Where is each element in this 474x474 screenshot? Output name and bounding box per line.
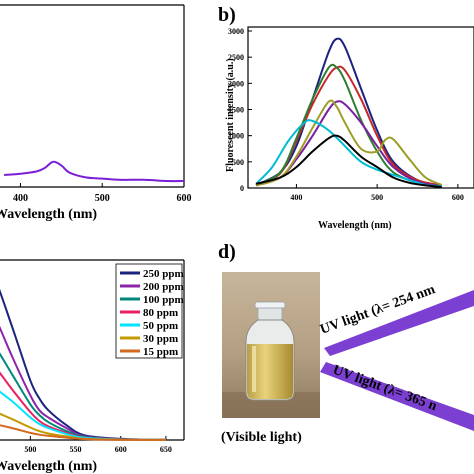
panel-c-x-tick-label: 600 — [115, 445, 127, 454]
panel-b-y-tick-label: 3000 — [228, 27, 244, 36]
panel-c-xlabel: Wavelength (nm) — [0, 459, 97, 474]
panel-b-y-tick-label: 500 — [232, 158, 244, 167]
panel-b-x-tick-label: 500 — [371, 193, 383, 202]
panel-a-series-line — [4, 160, 185, 183]
panel-c-x-tick-label: 650 — [160, 445, 172, 454]
uv-arrow-254: UV light (λ= 254 nm — [318, 282, 474, 356]
panel-b-y-tick-label: 2000 — [228, 79, 244, 88]
panel-b-ticks: 0 500 1000 1500 2000 2500 3000 400 500 600 — [228, 27, 464, 202]
panel-b-series — [255, 37, 443, 188]
panel-a-x-tick-label: 400 — [13, 193, 28, 204]
panel-b-series-line-5 — [255, 99, 443, 187]
uv-365-label: UV light (λ= 365 n — [331, 363, 439, 415]
panel-d: d) (Visible light) UV light (λ= 254 nm U… — [218, 241, 474, 445]
panel-b-series-line-3 — [255, 63, 442, 187]
panel-b: b) 0 500 1000 1500 2000 2500 3000 400 500 600 Flu… — [218, 4, 474, 231]
panel-b-series-line-7 — [255, 134, 442, 188]
panel-b-y-tick-label: 1000 — [228, 132, 244, 141]
panel-a-xlabel: Wavelength (nm) — [0, 207, 97, 222]
panel-d-label: d) — [218, 241, 236, 263]
panel-c-series — [0, 288, 166, 441]
vial-liquid — [247, 344, 293, 399]
panel-b-y-tick-label: 0 — [240, 184, 244, 193]
panel-c-legend-label: 15 ppm — [143, 346, 178, 358]
panel-b-ylabel: Fluorescent intensity (a.u.) — [225, 58, 236, 172]
panel-b-series-line-4 — [255, 100, 442, 187]
panel-a-x-tick-label: 600 — [177, 193, 192, 204]
panel-c-legend-label: 250 ppm — [143, 268, 184, 280]
panel-b-series-line-6 — [255, 119, 442, 188]
uv-arrow-254-shape — [324, 290, 474, 356]
panel-b-xlabel: Wavelength (nm) — [318, 220, 392, 231]
panel-c-legend-label: 100 ppm — [143, 294, 184, 306]
panel-b-label: b) — [218, 4, 236, 26]
panel-b-x-tick-label: 600 — [452, 193, 464, 202]
panel-a-x-ticks: 400 500 600 — [13, 183, 192, 204]
panel-a-x-tick-label: 500 — [95, 193, 110, 204]
panel-b-y-tick-label: 1500 — [228, 106, 244, 115]
panel-a: 400 500 600 Wavelength (nm) — [0, 4, 192, 222]
vial-highlight — [252, 346, 256, 392]
panel-c-x-tick-label: 500 — [24, 445, 36, 454]
visible-light-caption: (Visible light) — [221, 430, 302, 445]
panel-c-legend-label: 50 ppm — [143, 320, 178, 332]
uv-arrow-365: UV light (λ= 365 n — [320, 362, 474, 431]
uv-arrow-365-shape — [320, 362, 474, 431]
panel-c-legend-label: 30 ppm — [143, 333, 178, 345]
panel-b-x-tick-label: 400 — [290, 193, 302, 202]
vial-photo — [222, 272, 320, 418]
panel-c-series-line-7 — [0, 424, 166, 441]
panel-c-x-tick-label: 550 — [70, 445, 82, 454]
panel-b-series-line-1 — [255, 37, 442, 187]
panel-c-legend-label: 80 ppm — [143, 307, 178, 319]
panel-b-y-tick-label: 2500 — [228, 53, 244, 62]
panel-c-series-line-1 — [0, 288, 166, 441]
panel-b-frame — [247, 26, 474, 189]
vial-lip — [254, 301, 286, 309]
panel-c-legend-label: 200 ppm — [143, 281, 184, 293]
panel-c-series-line-4 — [0, 371, 166, 441]
